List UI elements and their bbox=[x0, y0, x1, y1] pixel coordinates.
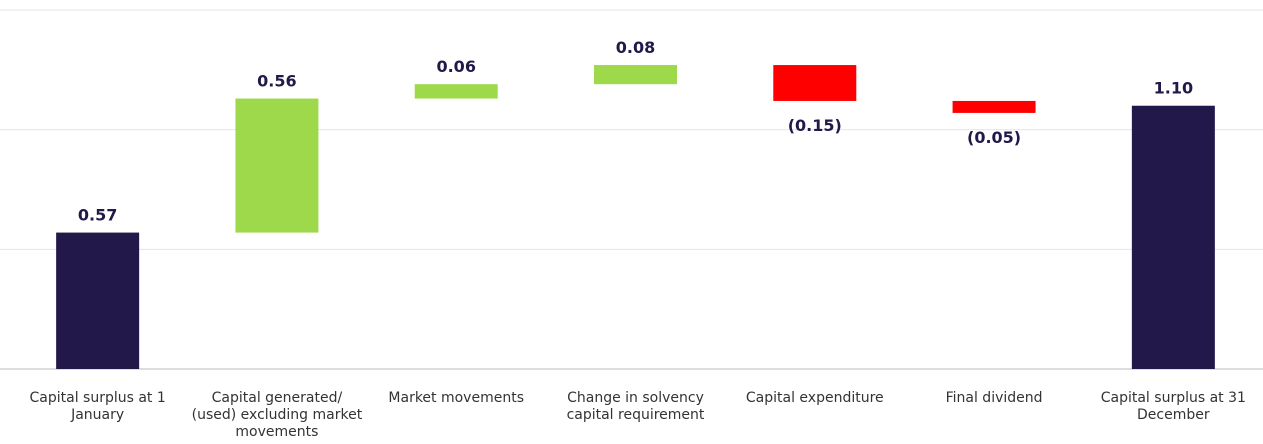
x-tick-label: Capital expenditure bbox=[745, 390, 884, 406]
value-label: 0.56 bbox=[257, 72, 296, 91]
bar bbox=[235, 98, 319, 233]
bar bbox=[1131, 105, 1215, 369]
value-label: 0.06 bbox=[436, 57, 475, 76]
bar bbox=[56, 232, 140, 369]
x-tick-label: Capital surplus at 31 December bbox=[1100, 390, 1246, 423]
value-label: 0.57 bbox=[78, 206, 117, 225]
bar bbox=[952, 100, 1036, 113]
x-tick-label: Capital surplus at 1 January bbox=[29, 390, 166, 423]
bar bbox=[773, 65, 857, 101]
x-tick-label: Market movements bbox=[388, 390, 524, 406]
x-tick-label: Capital generated/ (used) excluding mark… bbox=[191, 390, 363, 440]
value-label: (0.15) bbox=[788, 116, 842, 135]
bar bbox=[414, 84, 498, 99]
x-tick-label: Change in solvency capital requirement bbox=[566, 390, 705, 423]
x-tick-label: Final dividend bbox=[945, 390, 1043, 406]
value-label: 1.10 bbox=[1154, 79, 1193, 98]
value-label: 0.08 bbox=[616, 38, 655, 57]
value-label: (0.05) bbox=[967, 128, 1021, 147]
bar bbox=[594, 65, 677, 85]
